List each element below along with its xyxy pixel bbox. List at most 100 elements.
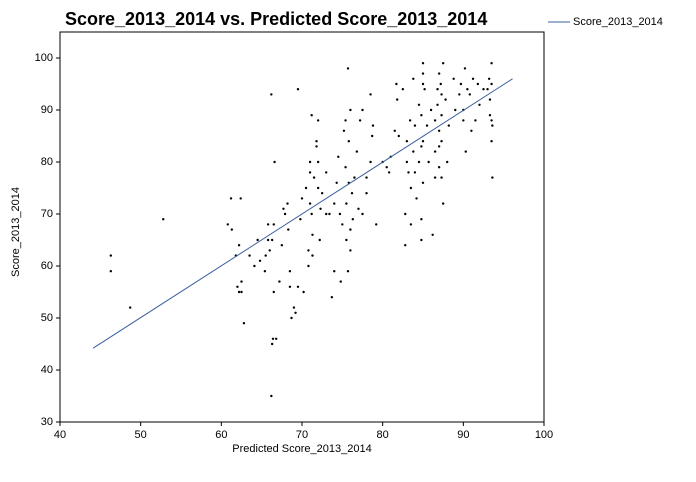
x-tick-label: 40: [54, 429, 66, 441]
point: [344, 119, 347, 122]
point: [292, 306, 296, 309]
point: [268, 249, 271, 252]
point: [280, 244, 284, 247]
point: [458, 93, 461, 96]
point: [229, 197, 233, 200]
point: [490, 140, 493, 143]
y-axis-label: Score_2013_2014: [10, 187, 22, 277]
point: [288, 285, 292, 288]
point: [258, 259, 262, 262]
point: [350, 192, 354, 195]
point: [308, 171, 312, 174]
legend-label: Score_2013_2014: [573, 16, 663, 28]
point: [420, 238, 423, 242]
point: [415, 197, 418, 200]
point: [345, 202, 348, 205]
point: [370, 134, 374, 138]
point: [296, 88, 300, 91]
point: [271, 337, 275, 340]
point: [470, 129, 473, 132]
point: [349, 108, 352, 112]
point: [337, 155, 340, 158]
point: [440, 176, 443, 179]
point: [440, 93, 443, 96]
point: [436, 103, 439, 107]
point: [296, 285, 300, 288]
point: [263, 270, 267, 273]
point: [409, 223, 413, 226]
point: [387, 171, 391, 174]
point: [478, 103, 481, 107]
point: [299, 218, 302, 221]
point: [417, 103, 421, 107]
point: [462, 119, 465, 122]
point: [407, 171, 410, 174]
point: [464, 150, 467, 153]
y-tick-label: 100: [35, 52, 53, 64]
point: [409, 186, 413, 190]
point: [405, 140, 409, 143]
point: [248, 254, 251, 257]
point: [347, 140, 350, 143]
point: [361, 108, 364, 112]
x-axis-label: Predicted Score_2013_2014: [232, 443, 371, 455]
point: [421, 72, 425, 75]
point: [273, 160, 276, 164]
point: [436, 88, 439, 91]
point: [491, 176, 494, 179]
point: [365, 192, 368, 195]
point: [433, 119, 437, 122]
x-tick-label: 70: [296, 429, 308, 441]
point: [288, 270, 292, 273]
point: [444, 98, 447, 101]
point: [412, 77, 415, 81]
point: [491, 124, 494, 127]
y-tick-label: 50: [41, 312, 53, 324]
point: [325, 171, 328, 174]
point: [282, 207, 285, 210]
x-tick-label: 60: [215, 429, 227, 441]
point: [395, 98, 399, 101]
point: [341, 223, 344, 226]
point: [405, 160, 409, 164]
point: [440, 140, 443, 143]
point: [468, 93, 471, 96]
point: [421, 140, 425, 143]
point: [476, 82, 480, 86]
point: [316, 160, 320, 164]
point: [459, 82, 463, 86]
point: [421, 82, 425, 86]
x-tick-label: 80: [377, 429, 389, 441]
point: [420, 218, 423, 221]
point: [446, 160, 449, 164]
plot-frame: [59, 31, 545, 423]
point: [308, 202, 312, 205]
point: [320, 192, 324, 195]
point: [433, 150, 437, 153]
point: [338, 212, 342, 216]
point: [302, 290, 305, 294]
point: [371, 124, 375, 127]
point: [351, 218, 355, 221]
point: [316, 186, 320, 190]
point: [318, 238, 321, 242]
point: [256, 238, 259, 242]
point: [395, 82, 398, 86]
x-tick-label: 90: [457, 429, 469, 441]
point: [264, 254, 267, 257]
point: [413, 171, 417, 174]
point: [369, 160, 372, 164]
point: [441, 202, 445, 205]
point: [447, 124, 451, 127]
point: [421, 181, 425, 184]
fit-line: [92, 78, 513, 349]
point: [421, 62, 425, 65]
point: [272, 223, 275, 226]
point: [239, 197, 242, 200]
point: [325, 212, 328, 216]
point: [311, 233, 314, 236]
point: [333, 202, 336, 205]
point: [440, 114, 443, 117]
point: [482, 88, 485, 91]
